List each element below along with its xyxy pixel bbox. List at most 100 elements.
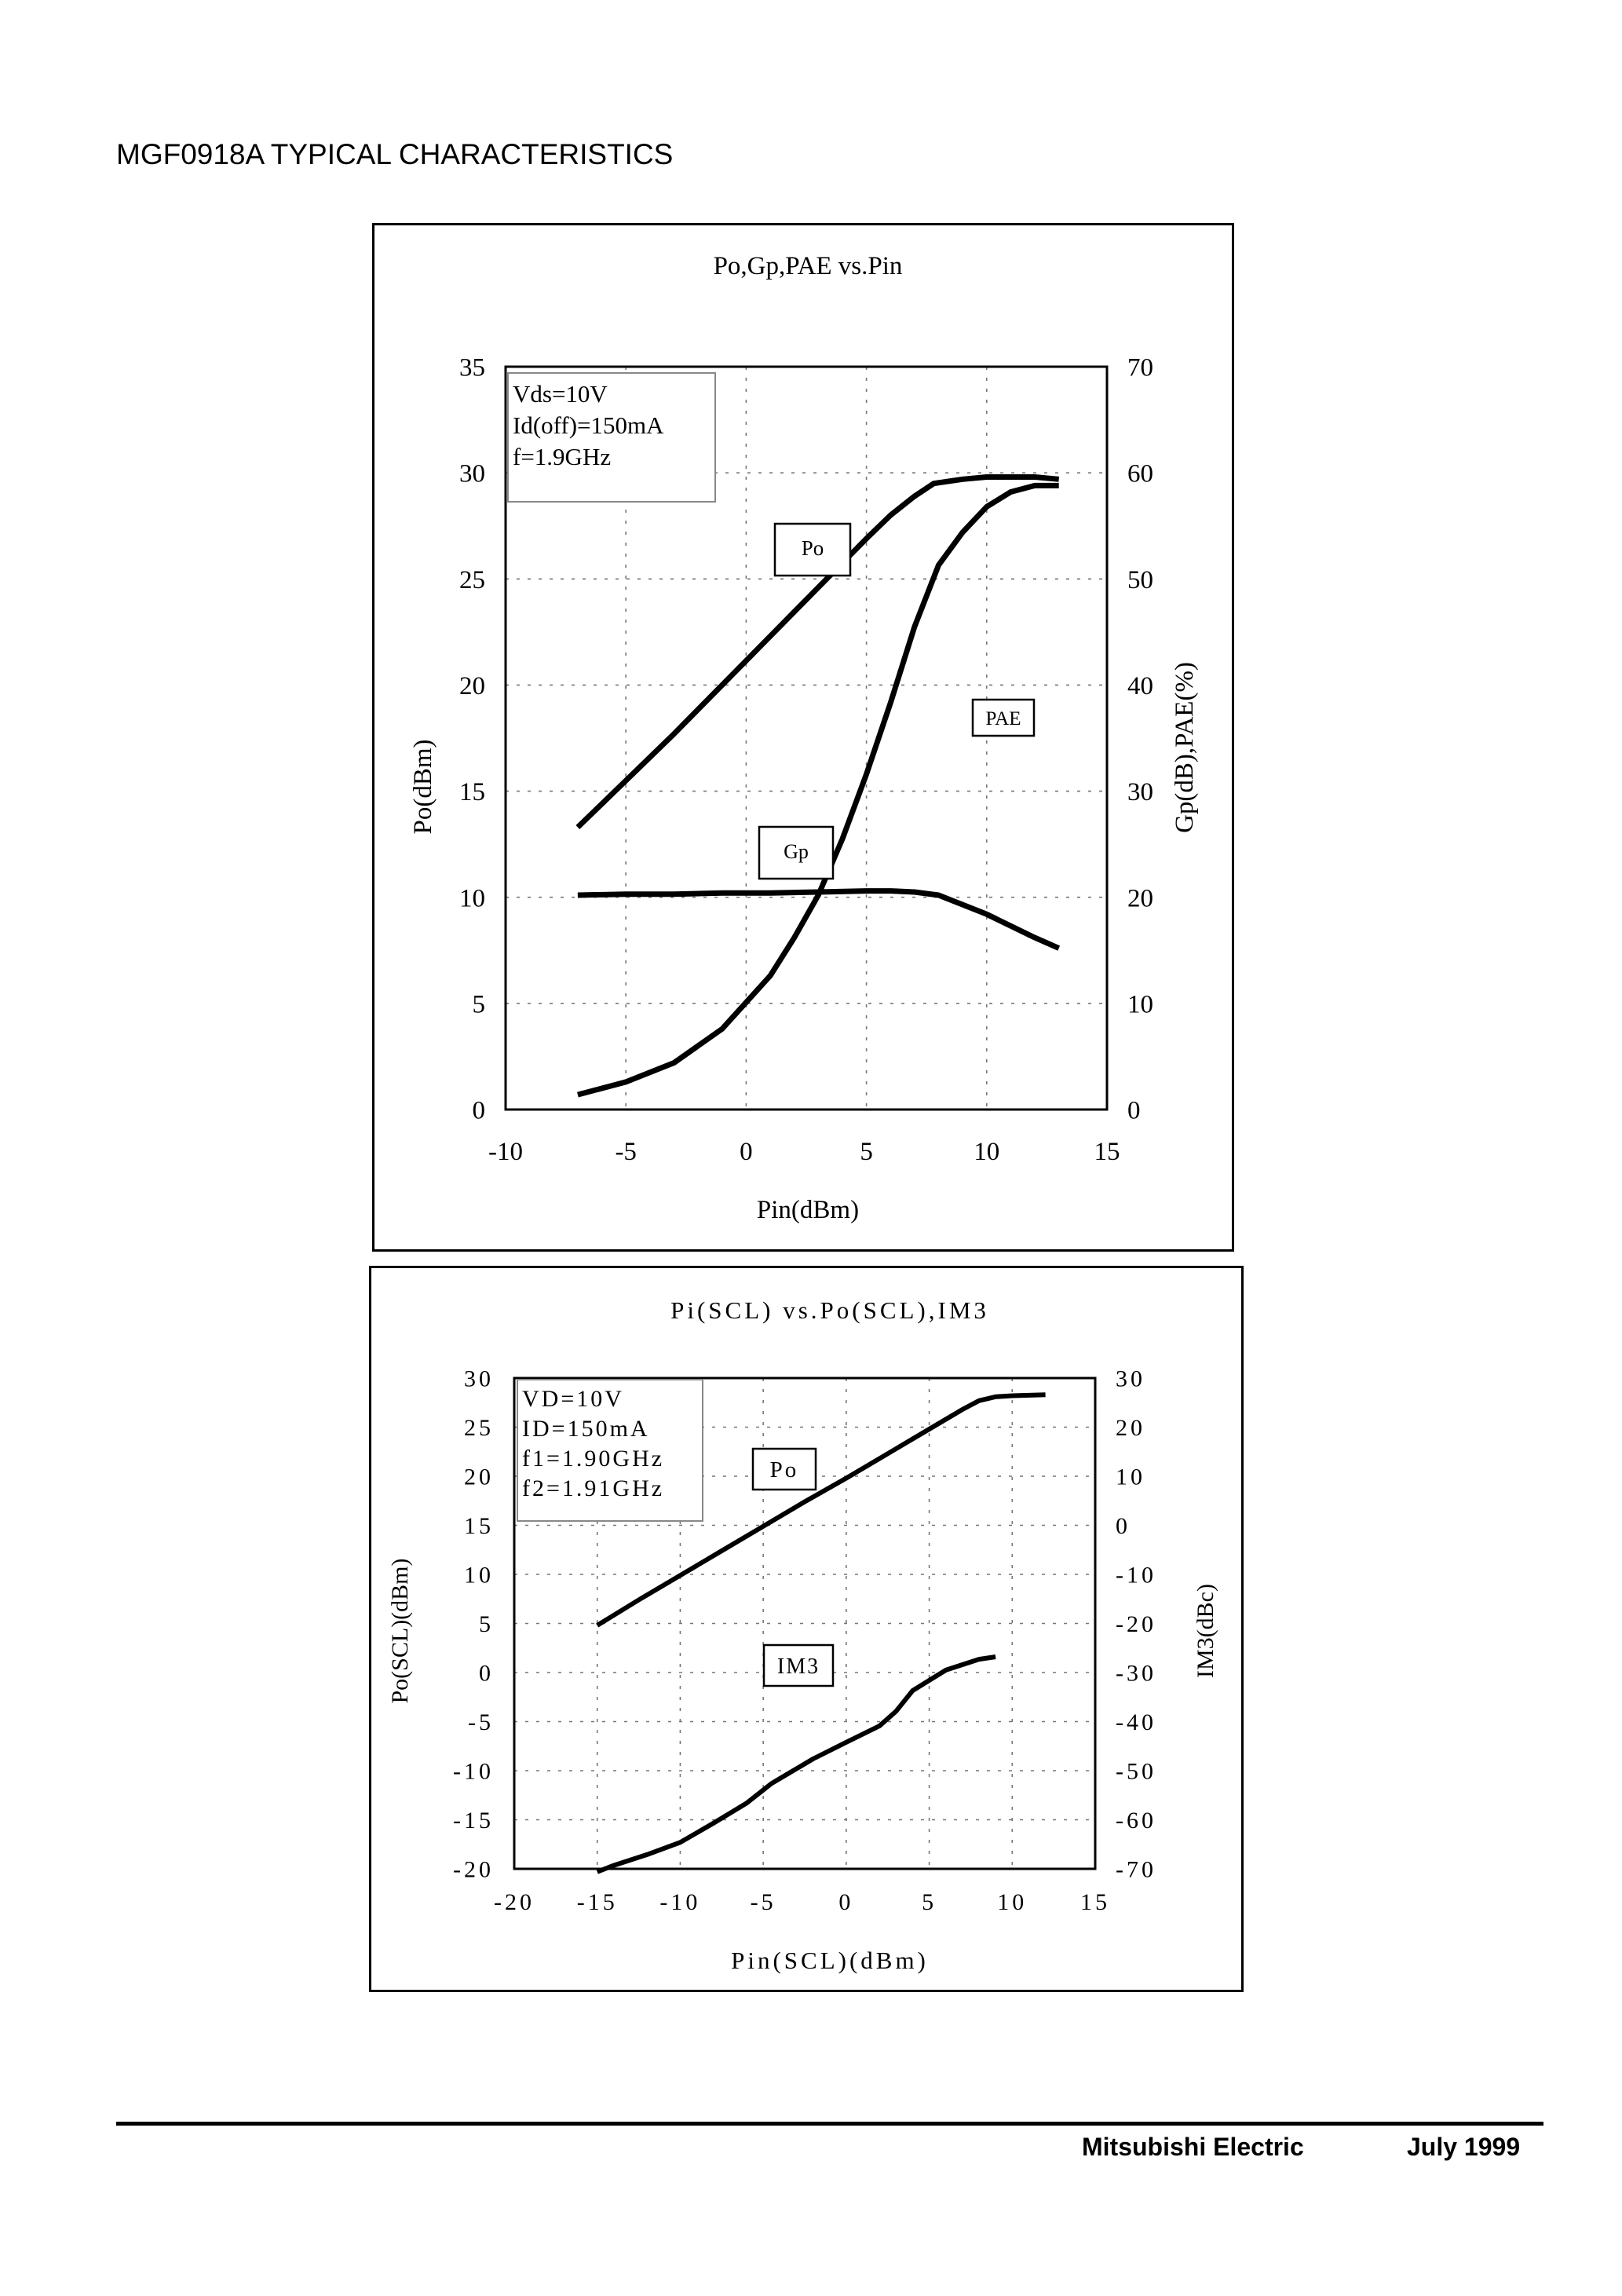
- footer-company: Mitsubishi Electric: [1082, 2133, 1304, 2161]
- y-tick-label: 0: [473, 1097, 486, 1125]
- x-axis-label: Pin(SCL)(dBm): [731, 1947, 929, 1974]
- y2-tick-label: 0: [1127, 1097, 1141, 1125]
- y2-tick-label: -20: [1116, 1611, 1156, 1637]
- grid-lines: [514, 1378, 1095, 1869]
- series-line-po: [596, 1392, 1046, 1628]
- y2-tick-label: -10: [1116, 1563, 1156, 1589]
- tick-labels: -20 -15 -10 -5 0 5 10 15-20-15-10-5051015202530…: [453, 1366, 1156, 1916]
- condition-id: ID=150mA: [522, 1416, 650, 1442]
- y-tick-label: 30: [464, 1366, 494, 1392]
- condition-vd: VD=10V: [522, 1386, 624, 1412]
- x-tick-label: 15: [1094, 1138, 1120, 1166]
- y2-tick-label: 20: [1127, 884, 1153, 912]
- y-tick-label: 25: [464, 1415, 494, 1441]
- y2-tick-label: -40: [1116, 1709, 1156, 1735]
- po-label-box: Po: [773, 522, 852, 577]
- y-tick-label: 5: [479, 1611, 494, 1637]
- y2-tick-label: 70: [1127, 354, 1153, 382]
- y2-tick-label: 30: [1116, 1366, 1145, 1392]
- y-tick-label: -20: [453, 1857, 494, 1883]
- y2-tick-label: 10: [1127, 990, 1153, 1018]
- im3-series-label: IM3: [777, 1654, 820, 1679]
- condition-vds: Vds=10V: [513, 380, 608, 408]
- y2-tick-label: 30: [1127, 778, 1153, 806]
- series-lines: [596, 1392, 1046, 1874]
- y2-tick-label: -30: [1116, 1661, 1156, 1687]
- y2-tick-label: 0: [1116, 1513, 1131, 1539]
- series-line-pae: [577, 482, 1059, 1098]
- x-tick-label: -5: [751, 1889, 776, 1915]
- y-tick-label: -10: [453, 1759, 494, 1785]
- gp-label-border: [758, 825, 835, 880]
- x-tick-label: 5: [922, 1889, 937, 1915]
- y-tick-label: 15: [459, 778, 485, 806]
- x-tick-label: -15: [577, 1889, 618, 1915]
- chart-title: Pi(SCL) vs.Po(SCL),IM3: [670, 1296, 989, 1324]
- footer-date: July 1999: [1407, 2133, 1521, 2161]
- y-tick-label: 10: [459, 884, 485, 912]
- x-tick-label: -20: [494, 1889, 535, 1915]
- y-tick-label: 35: [459, 354, 485, 382]
- y2-tick-label: -70: [1116, 1857, 1156, 1883]
- x-tick-label: 0: [740, 1138, 753, 1166]
- pae-series-label: PAE: [986, 708, 1021, 729]
- y-axis-label: Po(dBm): [409, 739, 437, 834]
- x-tick-label: -10: [659, 1889, 700, 1915]
- y2-tick-label: 40: [1127, 672, 1153, 700]
- y-tick-label: 30: [459, 460, 485, 488]
- x-axis-label: Pin(dBm): [757, 1196, 859, 1224]
- conditions-box: Vds=10V Id(off)=150mA f=1.9GHz: [507, 372, 716, 503]
- y2-tick-label: -50: [1116, 1759, 1156, 1785]
- y-tick-label: 10: [464, 1563, 494, 1589]
- condition-f1: f1=1.90GHz: [522, 1446, 664, 1472]
- plot-area-border: [504, 365, 1109, 1111]
- x-tick-label: 15: [1080, 1889, 1110, 1915]
- po-series-label: Po: [770, 1457, 799, 1483]
- x-tick-label: -5: [615, 1138, 637, 1166]
- y-tick-label: 20: [459, 672, 485, 700]
- conditions-box: VD=10V ID=150mA f1=1.90GHz f2=1.91GHz: [517, 1379, 703, 1522]
- chart-scl-im3: Pi(SCL) vs.Po(SCL),IM3 -20 -15 -10 -5 0 5 10 15…: [387, 1296, 1218, 1974]
- conditions-box-border: [507, 372, 716, 503]
- series-line-im3: [596, 1654, 996, 1874]
- y-axis-label: Po(SCL)(dBm): [387, 1558, 413, 1703]
- gp-label-box: Gp: [758, 825, 835, 880]
- page-title: MGF0918A TYPICAL CHARACTERISTICS: [116, 138, 674, 170]
- condition-f2: f2=1.91GHz: [522, 1475, 664, 1501]
- y2-axis-label: IM3(dBc): [1193, 1584, 1218, 1678]
- gp-series-label: Gp: [784, 840, 809, 863]
- y-tick-label: -5: [468, 1709, 494, 1735]
- condition-id: Id(off)=150mA: [513, 411, 664, 439]
- im3-label-box: IM3: [762, 1643, 835, 1687]
- pae-label-box: PAE: [971, 698, 1036, 737]
- chart-title: Po,Gp,PAE vs.Pin: [714, 252, 903, 280]
- y2-tick-label: 60: [1127, 460, 1153, 488]
- chart-po-gp-pae-frame: Po,Gp,PAE vs.Pin -10 -5 0 5 10 15 0 5 10 15 20 25 30…: [372, 223, 1234, 1252]
- y2-tick-label: 10: [1116, 1464, 1145, 1490]
- x-tick-label: 5: [860, 1138, 873, 1166]
- y-tick-label: 0: [479, 1661, 494, 1687]
- po-label-box: Po: [751, 1447, 817, 1491]
- series-line-gp: [577, 888, 1061, 951]
- pae-label-border: [971, 698, 1036, 737]
- conditions-box-border: [517, 1379, 703, 1522]
- y-tick-label: 25: [459, 566, 485, 594]
- series-lines: [575, 474, 1061, 1098]
- y2-tick-label: 20: [1116, 1415, 1145, 1441]
- y-tick-label: 15: [464, 1513, 494, 1539]
- y-tick-label: 20: [464, 1464, 494, 1490]
- x-tick-label: 10: [997, 1889, 1027, 1915]
- x-tick-label: -10: [488, 1138, 523, 1166]
- y2-tick-label: -60: [1116, 1808, 1156, 1834]
- y-tick-label: 5: [473, 990, 486, 1018]
- y-tick-label: -15: [453, 1808, 494, 1834]
- x-tick-label: 10: [974, 1138, 999, 1166]
- plot-area-border: [513, 1377, 1097, 1870]
- chart-scl-im3-frame: Pi(SCL) vs.Po(SCL),IM3 -20 -15 -10 -5 0 5 10 15…: [369, 1266, 1244, 1992]
- y2-axis-label: Gp(dB),PAE(%): [1171, 662, 1199, 833]
- condition-freq: f=1.9GHz: [513, 443, 611, 470]
- chart-po-gp-pae: Po,Gp,PAE vs.Pin -10 -5 0 5 10 15051015202530…: [409, 252, 1199, 1224]
- x-tick-label: 0: [838, 1889, 853, 1915]
- po-series-label: Po: [802, 536, 824, 560]
